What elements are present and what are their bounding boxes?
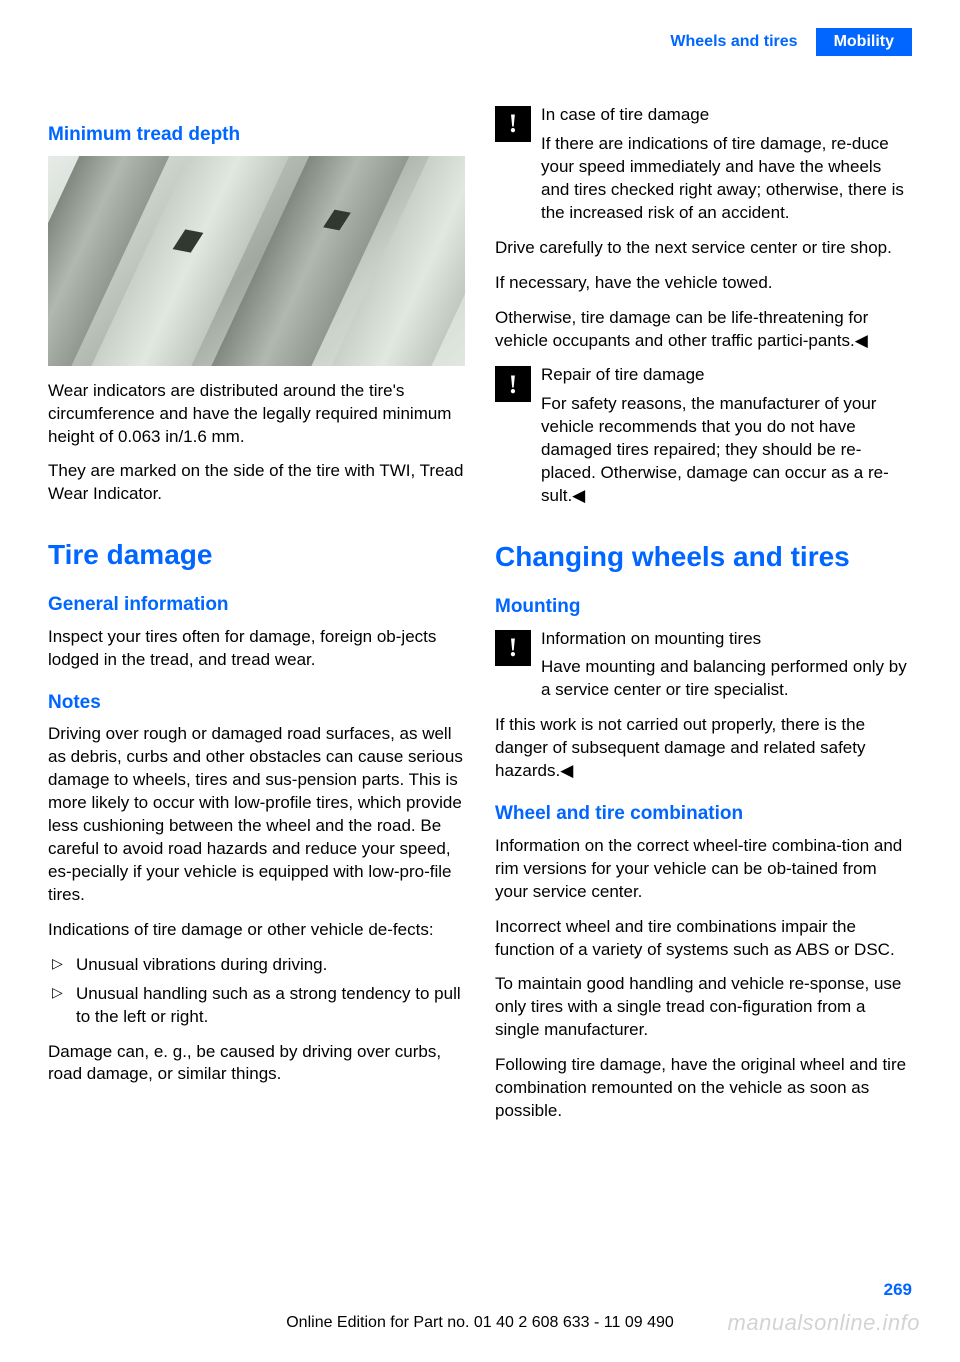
warning-body: Have mounting and balancing performed on… bbox=[541, 657, 907, 699]
list-item: Unusual handling such as a strong tenden… bbox=[48, 983, 465, 1029]
list-item: Unusual vibrations during driving. bbox=[48, 954, 465, 977]
heading-min-tread: Minimum tread depth bbox=[48, 122, 465, 148]
warning-icon: ! bbox=[495, 106, 531, 142]
page: Wheels and tires Mobility Minimum tread … bbox=[0, 0, 960, 1362]
watermark: manualsonline.info bbox=[728, 1308, 920, 1338]
body-text: Drive carefully to the next service cent… bbox=[495, 237, 912, 260]
warning-title: Repair of tire damage bbox=[541, 364, 912, 387]
tire-tread-illustration bbox=[48, 156, 465, 366]
body-text: Following tire damage, have the original… bbox=[495, 1054, 912, 1123]
warning-mounting: ! Information on mounting tires Have mou… bbox=[495, 628, 912, 703]
header-section: Wheels and tires bbox=[652, 28, 815, 56]
body-text: They are marked on the side of the tire … bbox=[48, 460, 465, 506]
heading-wheel-combo: Wheel and tire combination bbox=[495, 801, 912, 827]
heading-general-info: General information bbox=[48, 592, 465, 618]
body-text: Inspect your tires often for damage, for… bbox=[48, 626, 465, 672]
right-column: ! In case of tire damage If there are in… bbox=[495, 104, 912, 1135]
warning-body: If there are indications of tire damage,… bbox=[541, 134, 904, 222]
heading-notes: Notes bbox=[48, 690, 465, 716]
warning-title: In case of tire damage bbox=[541, 104, 912, 127]
body-text: Otherwise, tire damage can be life-threa… bbox=[495, 307, 912, 353]
page-number: 269 bbox=[884, 1279, 912, 1302]
heading-mounting: Mounting bbox=[495, 594, 912, 620]
warning-content: In case of tire damage If there are indi… bbox=[541, 104, 912, 225]
body-text: Information on the correct wheel-tire co… bbox=[495, 835, 912, 904]
body-text: If this work is not carried out properly… bbox=[495, 714, 912, 783]
heading-tire-damage: Tire damage bbox=[48, 536, 465, 574]
warning-tire-damage: ! In case of tire damage If there are in… bbox=[495, 104, 912, 225]
heading-changing-wheels: Changing wheels and tires bbox=[495, 538, 912, 576]
content-columns: Minimum tread depth Wear indicators are … bbox=[48, 104, 912, 1135]
page-header: Wheels and tires Mobility bbox=[48, 28, 912, 56]
warning-repair: ! Repair of tire damage For safety reaso… bbox=[495, 364, 912, 508]
body-text: Damage can, e. g., be caused by driving … bbox=[48, 1041, 465, 1087]
body-text: Incorrect wheel and tire combinations im… bbox=[495, 916, 912, 962]
defect-list: Unusual vibrations during driving. Unusu… bbox=[48, 954, 465, 1029]
body-text: Indications of tire damage or other vehi… bbox=[48, 919, 465, 942]
body-text: Wear indicators are distributed around t… bbox=[48, 380, 465, 449]
body-text: To maintain good handling and vehicle re… bbox=[495, 973, 912, 1042]
warning-icon: ! bbox=[495, 366, 531, 402]
warning-icon: ! bbox=[495, 630, 531, 666]
body-text: If necessary, have the vehicle towed. bbox=[495, 272, 912, 295]
left-column: Minimum tread depth Wear indicators are … bbox=[48, 104, 465, 1135]
body-text: Driving over rough or damaged road surfa… bbox=[48, 723, 465, 907]
warning-content: Information on mounting tires Have mount… bbox=[541, 628, 912, 703]
header-chapter: Mobility bbox=[816, 28, 912, 56]
warning-body: For safety reasons, the manufacturer of … bbox=[541, 394, 889, 505]
warning-title: Information on mounting tires bbox=[541, 628, 912, 651]
warning-content: Repair of tire damage For safety reasons… bbox=[541, 364, 912, 508]
